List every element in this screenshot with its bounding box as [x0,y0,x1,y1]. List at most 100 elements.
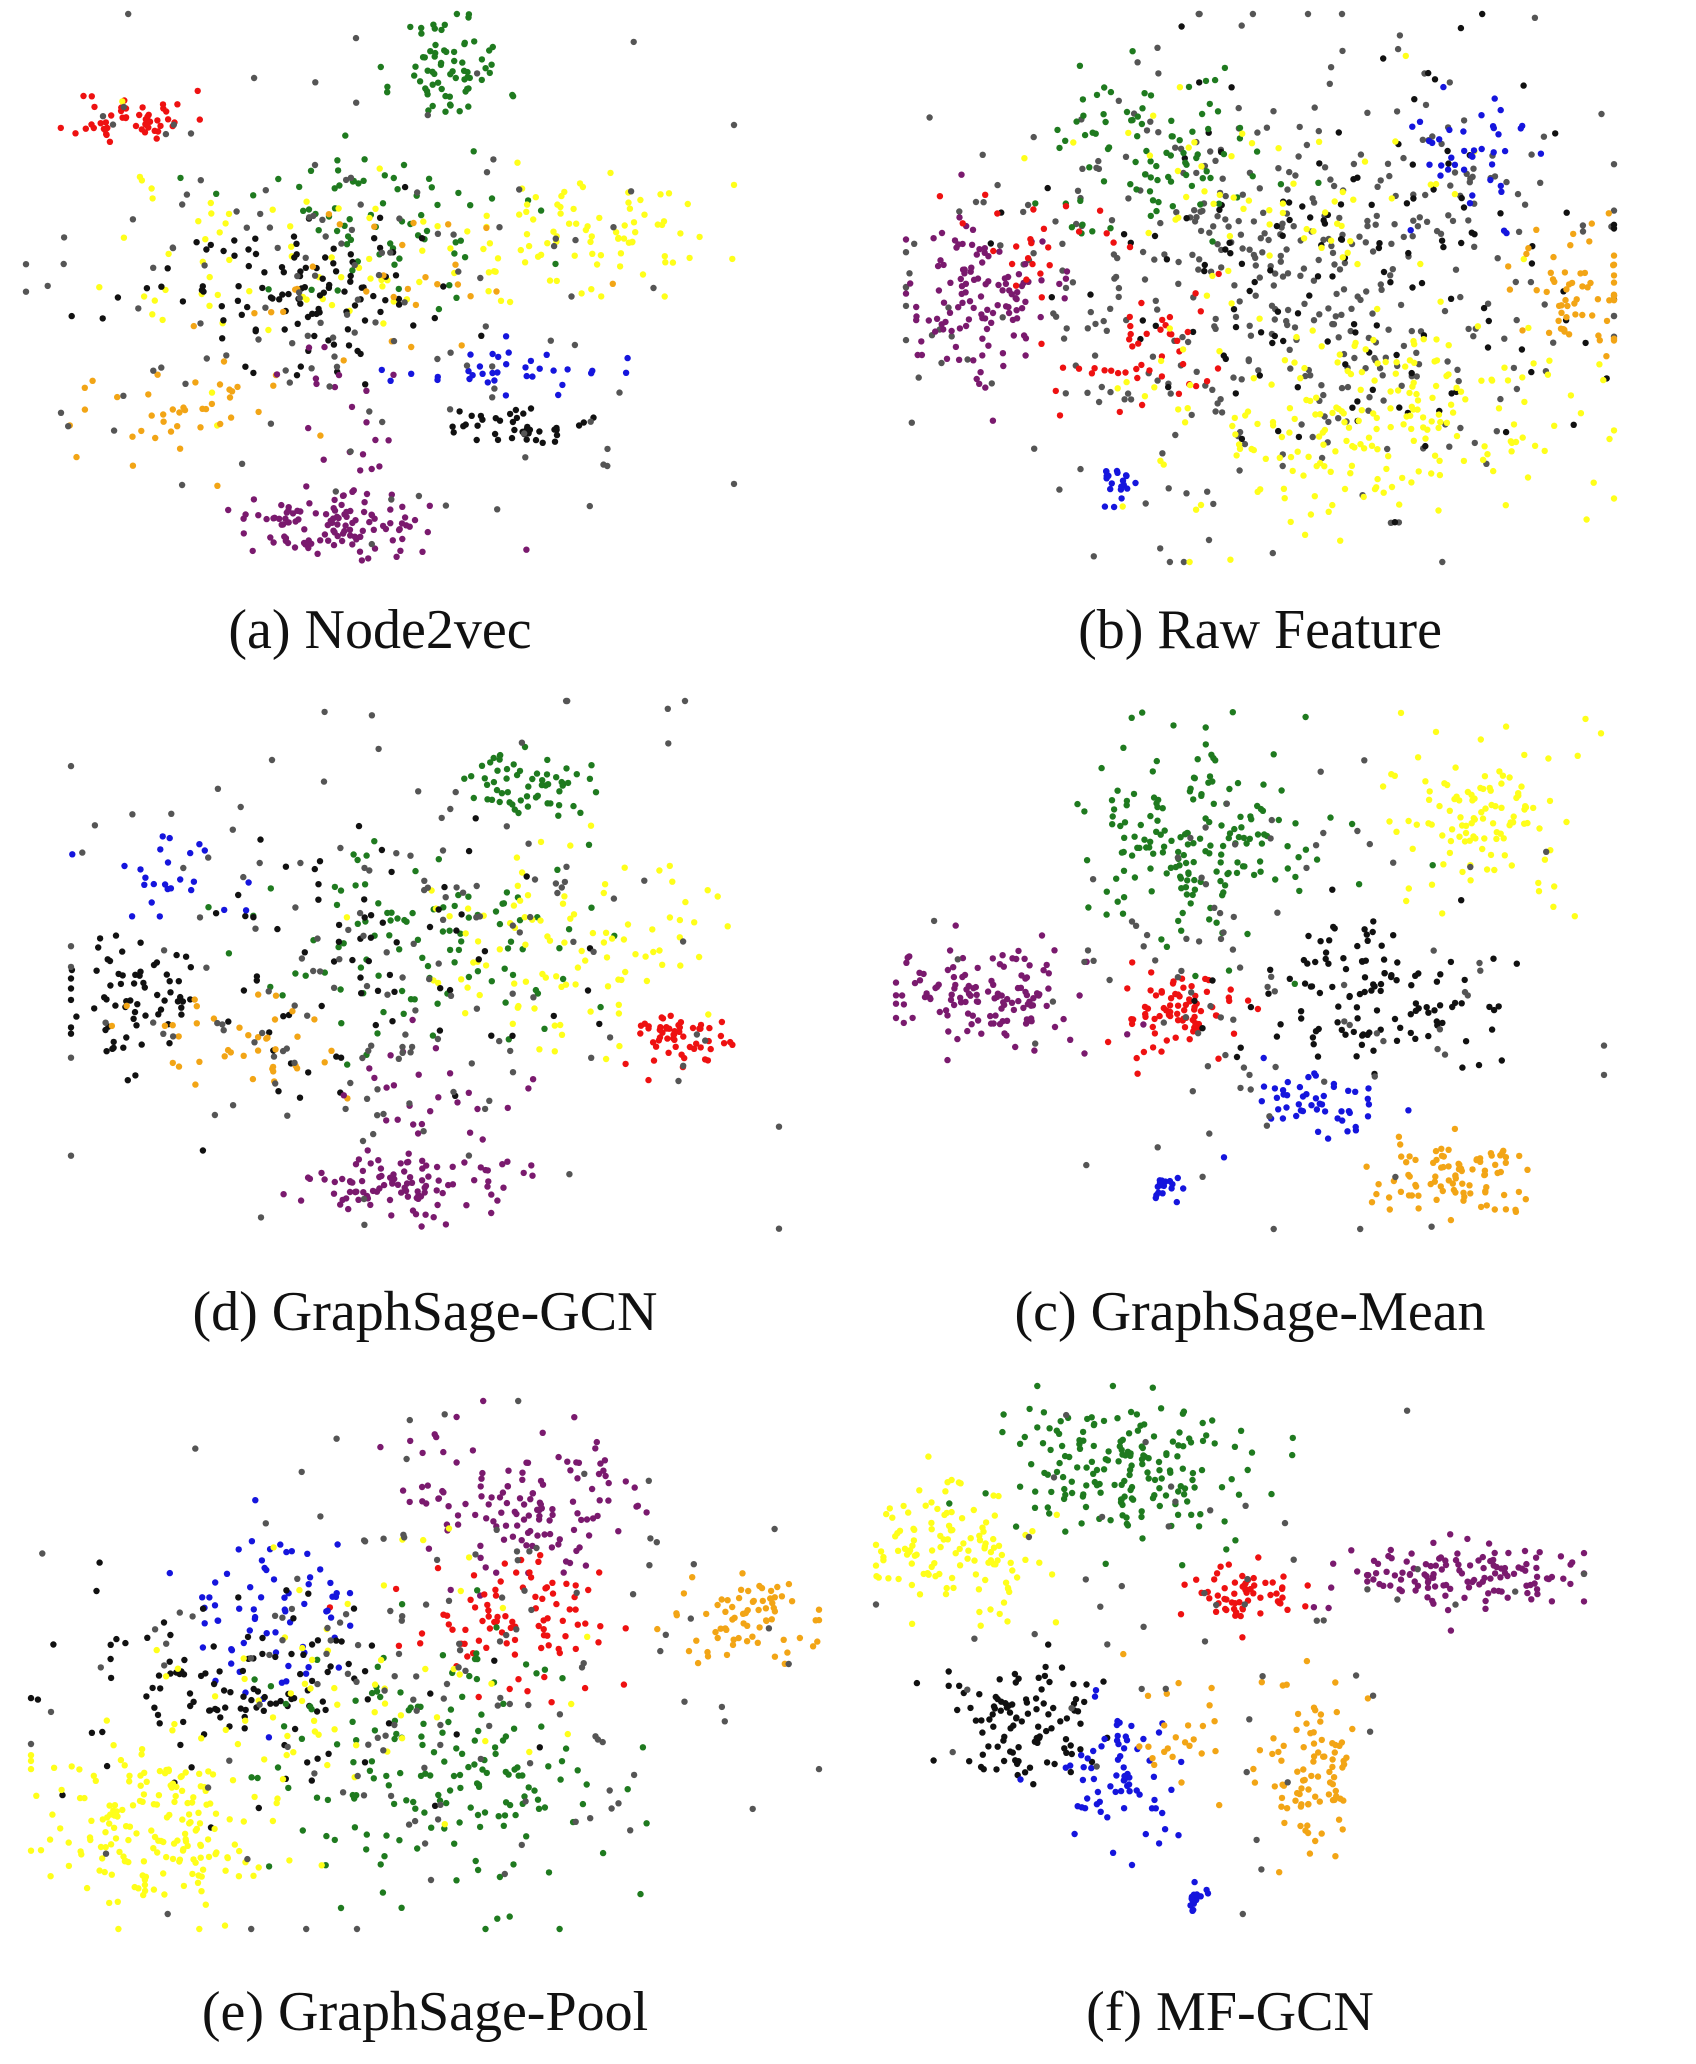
scatter-point [1092,320,1099,328]
scatter-point [307,1685,314,1692]
scatter-point [1101,503,1109,510]
scatter-point [292,518,299,525]
scatter-point [69,851,76,858]
scatter-point [1278,433,1286,441]
scatter-point [1222,216,1229,223]
scatter-point [81,406,89,413]
scatter-point [589,367,596,374]
scatter-point [366,408,373,415]
scatter-point [272,1629,279,1636]
scatter-point [1000,362,1007,370]
scatter-point [493,1569,500,1576]
scatter-point [514,882,521,889]
scatter-point [645,1477,652,1484]
scatter-point [1191,1484,1198,1491]
scatter-point [1055,1430,1063,1437]
scatter-point [334,157,341,164]
cluster-yellow [384,159,738,304]
scatter-point [458,911,465,918]
scatter-point [493,1526,500,1533]
scatter-point [1155,198,1162,206]
scatter-point [160,411,167,418]
scatter-point [1431,452,1439,459]
cluster-red [936,191,1134,301]
scatter-point [339,492,347,499]
scatter-point [107,1641,114,1648]
scatter-point [608,1805,615,1812]
scatter-point [281,533,288,540]
scatter-point [228,1660,235,1667]
scatter-point [1337,201,1345,208]
scatter-point [1008,999,1016,1006]
scatter-point [160,1619,168,1626]
cluster-yellow [162,1525,591,1864]
scatter-point [1139,248,1147,256]
scatter-point [1279,220,1286,227]
scatter-point [936,1008,943,1016]
scatter-point [1610,221,1618,228]
scatter-point [1138,1513,1145,1521]
scatter-point [445,1621,452,1628]
scatter-point [490,778,498,786]
scatter-point [626,205,634,212]
scatter-point [353,99,360,106]
scatter-point [544,933,551,940]
scatter-point [489,363,496,370]
scatter-point [1362,239,1369,246]
scatter-point [1237,231,1245,238]
scatter-point [1179,360,1187,368]
scatter-point [347,272,354,280]
scatter-point [723,1626,730,1633]
scatter-point [422,1211,429,1218]
scatter-point [1090,957,1097,964]
scatter-point [1138,120,1146,128]
scatter-point [344,1061,351,1068]
scatter-point [1192,506,1200,513]
scatter-point [387,249,394,256]
scatter-point [211,1111,219,1119]
scatter-point [248,1696,255,1704]
scatter-point [785,1580,793,1588]
scatter-point [498,790,506,797]
scatter-point [1476,1155,1484,1162]
scatter-point [1101,367,1108,374]
scatter-point [907,280,914,287]
scatter-point [486,1625,494,1632]
scatter-point [1284,843,1291,850]
scatter-point [1397,1024,1404,1031]
scatter-point [771,1653,779,1660]
scatter-point [1533,226,1540,233]
scatter-point [138,427,145,435]
scatter-point [308,365,315,372]
scatter-point [742,1609,749,1617]
scatter-point [158,283,165,290]
scatter-point [579,1800,587,1808]
scatter-point [503,361,510,368]
scatter-point [1091,365,1098,372]
scatter-point [1183,215,1190,222]
scatter-point [312,79,319,86]
scatter-point [156,913,163,920]
scatter-point [1501,335,1508,342]
scatter-point [1414,223,1422,230]
scatter-point [1081,808,1088,815]
scatter-point [337,887,345,894]
scatter-point [331,1684,338,1692]
scatter-point [162,130,170,138]
scatter-point [676,1024,683,1031]
scatter-point [102,1829,109,1836]
scatter-point [88,121,95,128]
scatter-point [317,319,324,326]
scatter-point [1502,1159,1509,1166]
scatter-point [1119,503,1126,510]
scatter-point [288,1650,295,1658]
scatter-point [1248,1449,1256,1456]
scatter-point [533,1670,540,1677]
scatter-point [140,1791,148,1798]
scatter-point [513,1510,520,1518]
scatter-point [523,546,530,553]
scatter-point [240,987,248,994]
scatter-point [1265,990,1272,997]
scatter-point [1497,106,1504,114]
scatter-point [934,262,942,270]
